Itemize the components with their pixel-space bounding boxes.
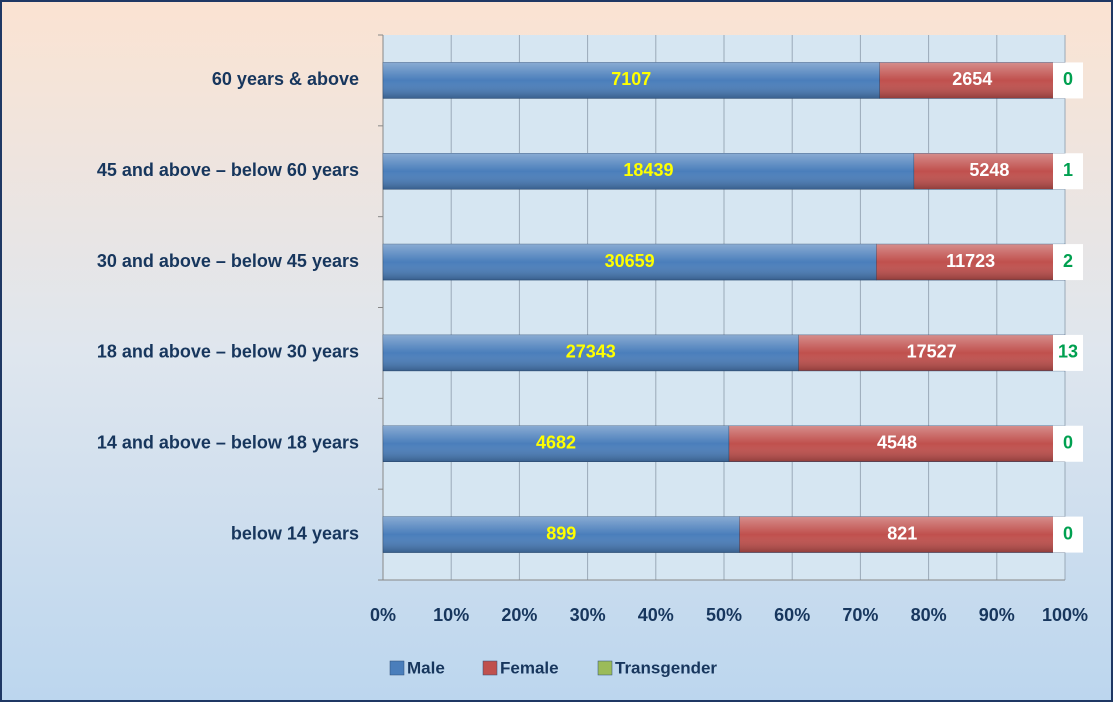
data-label: 0	[1063, 433, 1073, 453]
bar-shade	[913, 153, 1065, 190]
data-label: 2	[1063, 251, 1073, 271]
x-tick-label: 50%	[706, 605, 742, 625]
bar-shade	[383, 153, 914, 190]
data-label: 1	[1063, 160, 1073, 180]
data-label: 0	[1063, 69, 1073, 89]
legend-swatch	[389, 660, 405, 676]
data-label: 17527	[907, 342, 957, 362]
legend-swatch	[597, 660, 613, 676]
data-label: 4682	[536, 433, 576, 453]
label-box	[1053, 153, 1083, 190]
data-label: 27343	[566, 342, 616, 362]
x-tick-label: 100%	[1042, 605, 1088, 625]
data-label: 821	[887, 523, 917, 543]
data-label: 5248	[969, 160, 1009, 180]
y-tick-label: 30 and above – below 45 years	[97, 251, 359, 271]
legend-label: Transgender	[615, 658, 717, 677]
bar-shade	[383, 516, 740, 553]
bar-shade	[739, 516, 1065, 553]
bar-shade	[728, 425, 1065, 462]
data-label: 2654	[952, 69, 992, 89]
bar-shade	[383, 244, 877, 281]
data-label: 18439	[623, 160, 673, 180]
y-tick-label: 18 and above – below 30 years	[97, 342, 359, 362]
y-tick-label: 45 and above – below 60 years	[97, 160, 359, 180]
data-label: 11723	[946, 251, 995, 271]
y-tick-label: below 14 years	[231, 523, 359, 543]
legend-label: Male	[407, 658, 445, 677]
data-label: 30659	[605, 251, 655, 271]
data-label: 899	[546, 523, 576, 543]
bar-shade	[383, 425, 729, 462]
label-box	[1053, 244, 1083, 281]
y-tick-label: 14 and above – below 18 years	[97, 433, 359, 453]
bar-shade	[383, 334, 799, 371]
x-tick-label: 70%	[842, 605, 878, 625]
bar-shade	[798, 334, 1065, 371]
y-tick-label: 60 years & above	[212, 69, 359, 89]
legend-label: Female	[500, 658, 559, 677]
label-box	[1053, 516, 1083, 553]
label-box	[1053, 62, 1083, 99]
x-tick-label: 20%	[501, 605, 537, 625]
bar-shade	[879, 62, 1065, 99]
legend-swatch	[482, 660, 498, 676]
data-label: 7107	[611, 69, 651, 89]
data-label: 0	[1063, 523, 1073, 543]
x-tick-label: 10%	[433, 605, 469, 625]
x-tick-label: 80%	[911, 605, 947, 625]
bar-shade	[876, 244, 1065, 281]
label-box	[1053, 425, 1083, 462]
bar-shade	[383, 62, 880, 99]
data-label: 4548	[877, 433, 917, 453]
x-tick-label: 30%	[570, 605, 606, 625]
data-label: 13	[1058, 342, 1078, 362]
x-tick-label: 90%	[979, 605, 1015, 625]
x-tick-label: 0%	[370, 605, 396, 625]
x-tick-label: 40%	[638, 605, 674, 625]
label-box	[1053, 334, 1083, 371]
x-tick-label: 60%	[774, 605, 810, 625]
